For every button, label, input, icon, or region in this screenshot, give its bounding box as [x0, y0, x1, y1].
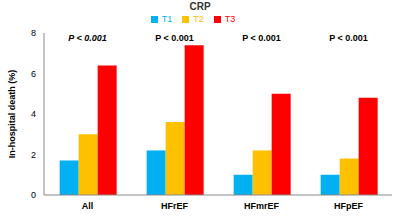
- html-text:CRP: CRP: [189, 1, 211, 12]
- svg-text:HFrEF: HFrEF: [161, 201, 189, 211]
- html-text:T1: T1: [161, 14, 173, 24]
- svg-text:6: 6: [31, 69, 36, 79]
- svg-text:P < 0.001: P < 0.001: [329, 33, 368, 43]
- html-text:T2: T2: [193, 14, 204, 24]
- svg-text:HFpEF: HFpEF: [334, 201, 363, 211]
- svg-text:P < 0.001: P < 0.001: [242, 33, 281, 43]
- svg-text:0: 0: [31, 190, 36, 200]
- html-text:T3: T3: [224, 14, 236, 24]
- svg-text:All: All: [82, 201, 94, 211]
- svg-text:8: 8: [31, 28, 36, 38]
- svg-text:In-hospital death (%): In-hospital death (%): [8, 70, 17, 159]
- svg-text:4: 4: [31, 109, 36, 119]
- svg-text:HFmrEF: HFmrEF: [244, 201, 280, 211]
- svg-text:2: 2: [31, 150, 36, 160]
- svg-text:P < 0.001: P < 0.001: [68, 33, 106, 43]
- svg-text:P < 0.001: P < 0.001: [155, 33, 194, 43]
